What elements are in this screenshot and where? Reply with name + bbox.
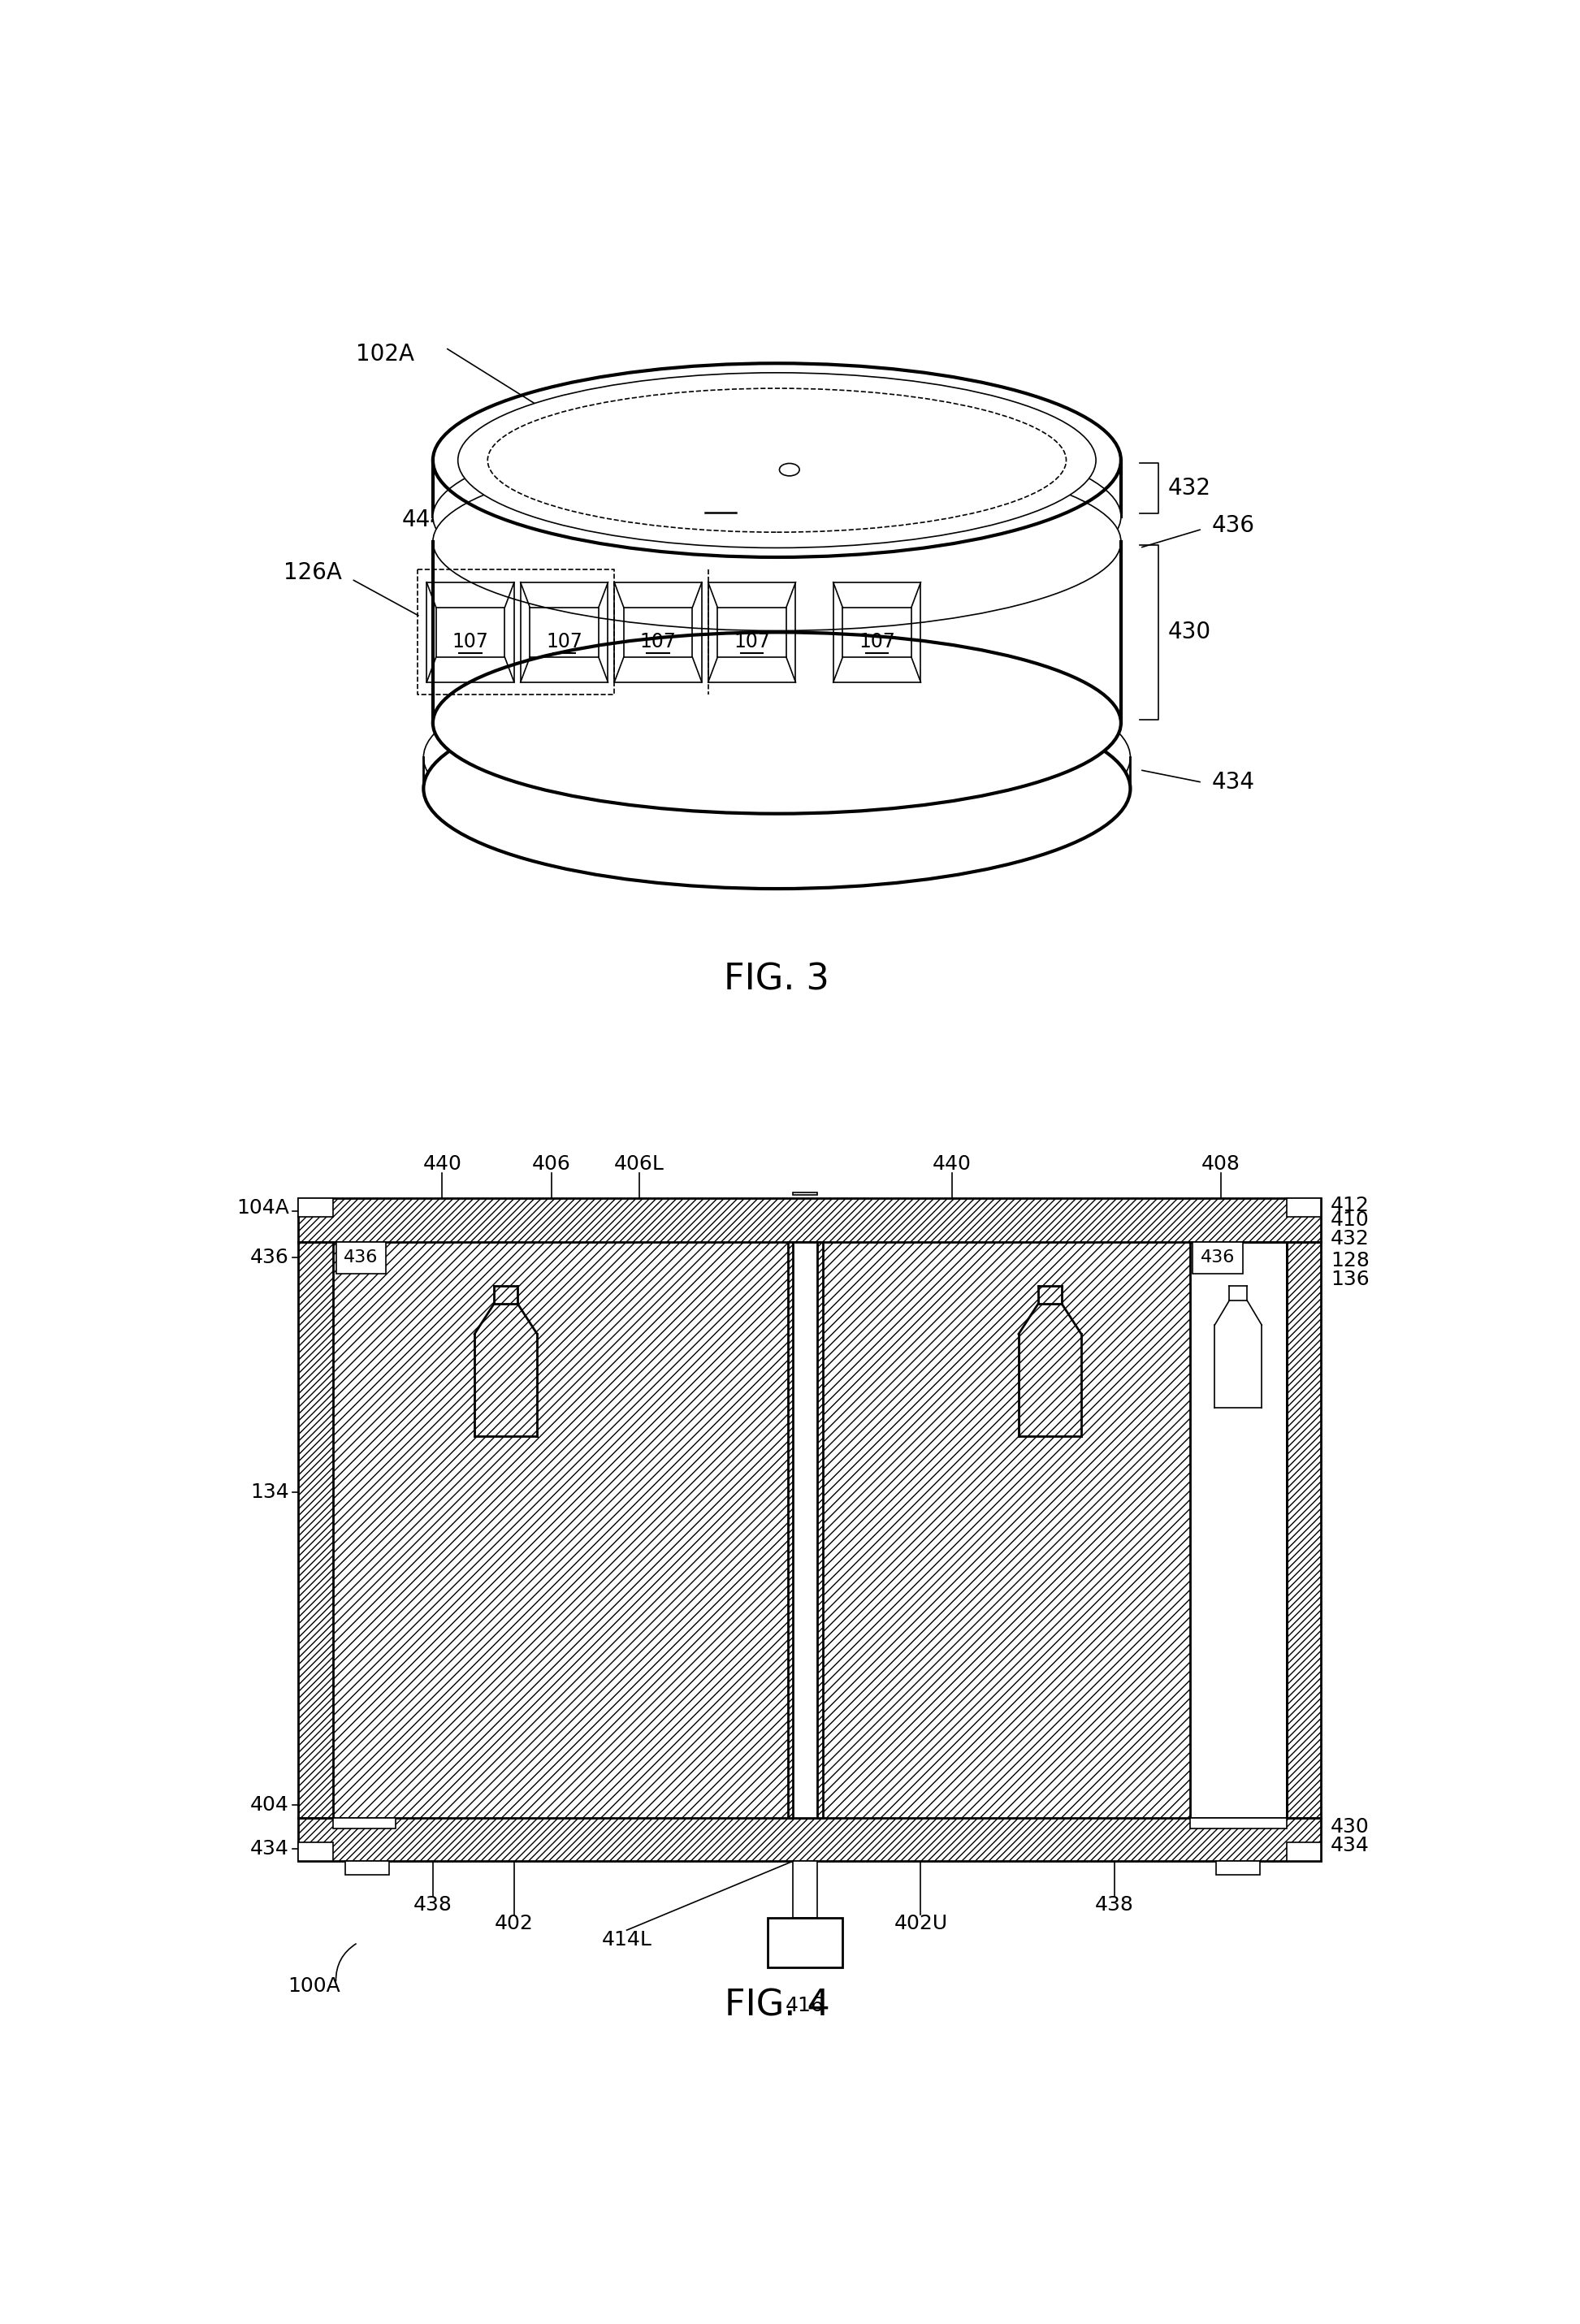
Text: 404: 404	[250, 1794, 289, 1815]
Text: 107: 107	[547, 632, 583, 651]
Bar	[1286, 1199, 1321, 1218]
Text: FIG. 4: FIG. 4	[724, 1987, 830, 2022]
Bar	[822, 1241, 1190, 1817]
Bar	[1286, 1241, 1321, 1817]
Text: 440: 440	[932, 1155, 972, 1174]
Text: 107: 107	[452, 632, 488, 651]
Text: 434: 434	[1330, 1836, 1370, 1855]
Text: 428: 428	[923, 1339, 961, 1357]
Text: 436: 436	[250, 1248, 289, 1267]
Text: 424: 424	[736, 1294, 776, 1315]
Text: 436: 436	[344, 1250, 378, 1267]
Text: 438: 438	[414, 1896, 452, 1915]
Text: 420: 420	[872, 1308, 912, 1327]
Text: 412: 412	[1330, 1197, 1370, 1215]
Bar	[299, 1843, 333, 1862]
Text: 402U: 402U	[894, 1915, 948, 1934]
Text: 428: 428	[698, 493, 743, 516]
Bar	[299, 1241, 333, 1817]
Text: 418: 418	[872, 1745, 912, 1764]
Text: 136: 136	[1330, 1269, 1370, 1290]
Text: 102A: 102A	[356, 342, 414, 365]
Text: 414L: 414L	[602, 1929, 653, 1950]
Bar	[1190, 1817, 1286, 1829]
Bar	[793, 1192, 817, 1195]
Text: 442: 442	[758, 509, 801, 532]
Text: 430: 430	[1168, 621, 1210, 644]
Bar	[337, 1241, 386, 1274]
Text: 104A: 104A	[237, 1197, 289, 1218]
Ellipse shape	[458, 372, 1097, 548]
Bar	[1286, 1241, 1321, 1817]
Text: 430: 430	[1330, 1817, 1370, 1836]
Text: 128: 128	[1330, 1250, 1370, 1271]
Text: 444: 444	[401, 509, 446, 532]
Text: 110: 110	[540, 1357, 578, 1376]
Bar	[299, 1199, 1321, 1241]
Text: 107: 107	[860, 632, 896, 651]
Text: 440: 440	[423, 1155, 461, 1174]
Ellipse shape	[433, 425, 1120, 607]
Text: 408: 408	[1201, 1155, 1240, 1174]
Text: 432: 432	[1330, 1229, 1370, 1248]
Bar	[299, 1241, 333, 1817]
Bar	[346, 1862, 389, 1875]
Bar	[333, 1817, 395, 1829]
Bar	[788, 1241, 823, 1817]
Ellipse shape	[433, 632, 1120, 813]
Text: 134: 134	[250, 1483, 289, 1501]
Text: 422: 422	[643, 1745, 683, 1764]
Text: 440: 440	[852, 414, 896, 437]
Text: 426: 426	[965, 1764, 1005, 1783]
Text: 414: 414	[700, 1357, 738, 1376]
Text: 406L: 406L	[615, 1155, 665, 1174]
Text: 406: 406	[532, 1155, 572, 1174]
Bar	[299, 1199, 333, 1218]
Bar	[333, 1241, 788, 1817]
Bar	[299, 1199, 1321, 1241]
Bar	[768, 1917, 842, 1968]
Text: 107: 107	[733, 632, 769, 651]
Text: 434: 434	[1212, 772, 1255, 795]
Ellipse shape	[423, 660, 1130, 855]
Bar	[793, 1862, 817, 1917]
Bar	[1193, 1241, 1243, 1274]
Bar	[299, 1817, 1321, 1862]
Ellipse shape	[433, 453, 1120, 630]
Text: FIG. 3: FIG. 3	[724, 962, 830, 997]
Text: 426: 426	[924, 853, 967, 876]
Text: 438: 438	[1095, 1896, 1134, 1915]
Bar	[1190, 1241, 1286, 1817]
Text: 434: 434	[250, 1838, 289, 1859]
Text: 416: 416	[785, 1996, 825, 2015]
Text: 436: 436	[1212, 514, 1255, 537]
Text: 432: 432	[1168, 476, 1210, 500]
Text: 410: 410	[1330, 1211, 1370, 1229]
Text: 402: 402	[495, 1915, 534, 1934]
Text: 436: 436	[1201, 1250, 1236, 1267]
Bar	[1217, 1862, 1261, 1875]
Bar	[788, 1241, 823, 1817]
Bar	[299, 1817, 1321, 1862]
Bar	[1286, 1843, 1321, 1862]
Text: 126A: 126A	[284, 562, 343, 583]
Text: 100A: 100A	[288, 1978, 340, 1996]
Text: 107: 107	[640, 632, 676, 651]
Ellipse shape	[423, 688, 1130, 888]
Text: 102A: 102A	[540, 1385, 592, 1406]
Bar	[793, 1241, 817, 1817]
Text: 110: 110	[1084, 1357, 1123, 1376]
